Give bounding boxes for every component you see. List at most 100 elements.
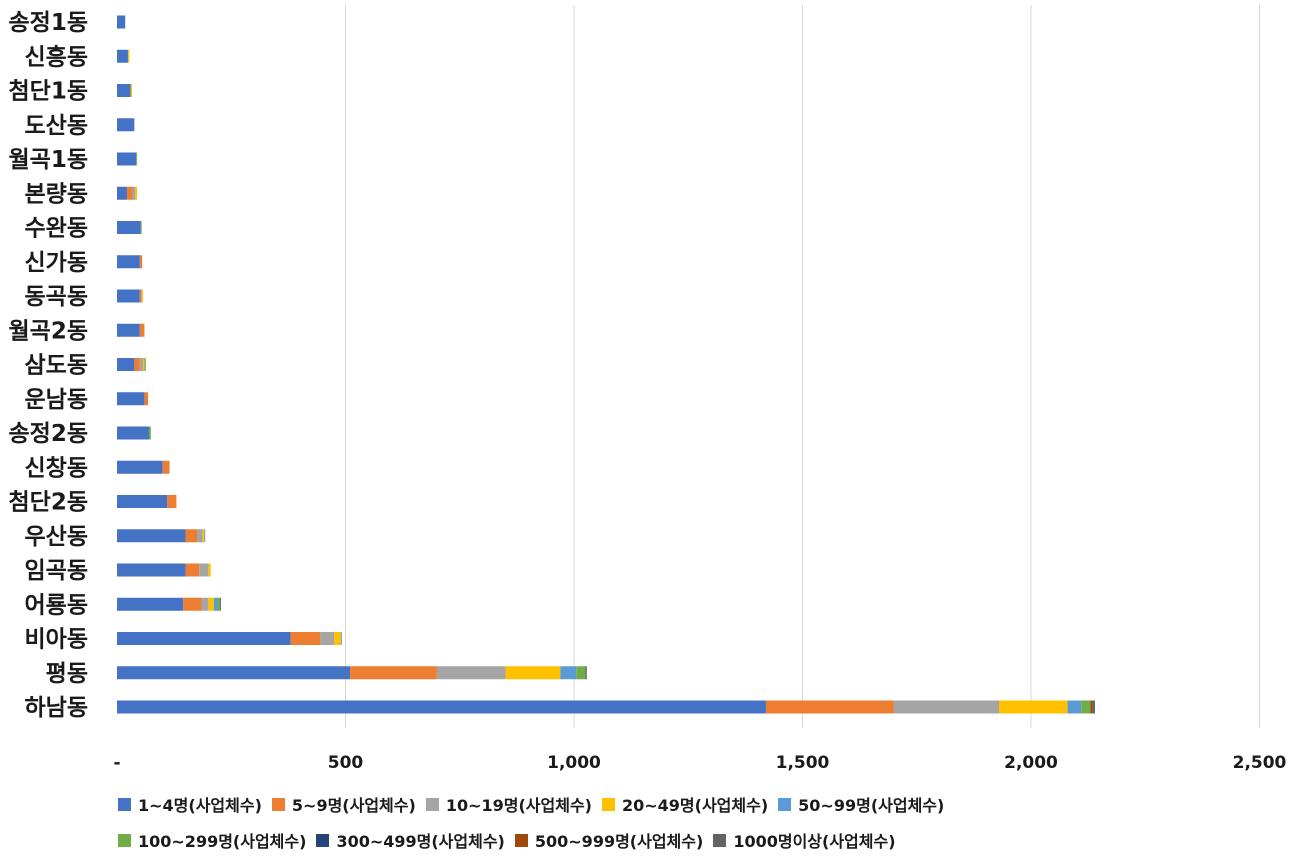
bar-segment [117,460,163,474]
category-label: 도산동 [25,113,88,139]
bar-segment [350,666,437,680]
bar-segment [436,666,506,680]
bar-segment [117,529,186,543]
category-label: 첨단1동 [9,79,88,105]
legend-swatch [118,833,131,847]
bar-segment [199,563,209,577]
bar-segment [117,152,137,166]
legend-item: 300~499명(사업체수) [316,828,505,852]
x-tick-label: 1,000 [547,753,601,773]
category-label: 하남동 [25,695,88,721]
legend-item: 1~4명(사업체수) [118,792,262,816]
legend-label: 100~299명(사업체수) [138,832,307,851]
bar-segment [202,529,205,543]
category-label: 평동 [46,661,88,687]
bar-segment [117,323,140,337]
bar-segment [139,323,145,337]
x-tick-label: 500 [328,753,364,773]
bar-segment [135,186,138,200]
legend-swatch [514,833,528,847]
bar-segment [117,118,135,132]
bar-segment [576,666,586,680]
bar-segment [142,289,144,303]
bar-segment [201,597,209,611]
legend-swatch [118,797,131,811]
bar-segment [204,529,206,543]
bar-segment [208,597,214,611]
category-label: 신흥동 [25,44,88,70]
x-tick-label: 2,000 [1004,753,1058,773]
bar-segment [117,84,131,97]
x-tick-label: - [113,753,120,773]
bar-segment [999,700,1068,714]
legend-swatch [778,797,792,811]
legend-item: 100~299명(사업체수) [118,828,306,852]
legend-swatch [316,833,330,847]
bar-segment [765,700,894,714]
category-label: 어룡동 [25,592,88,618]
bar-segment [334,632,341,645]
bar-segment [893,700,1000,714]
bar-segment [144,358,146,371]
legend-label: 10~19명(사업체수) [445,796,592,815]
legend-label: 50~99명(사업체수) [798,796,945,815]
bar-segment [117,392,145,406]
bar-segment [117,426,149,440]
bar-segment [117,289,140,303]
bar-segment [148,426,151,440]
legend-swatch [425,797,439,811]
x-tick-label: 2,500 [1233,753,1287,773]
legend-label: 1000명이상(사업체수) [733,832,896,851]
bar-segment [162,460,170,474]
bar-segment [290,632,321,645]
category-labels: 송정1동신흥동첨단1동도산동월곡1동본량동수완동신가동동곡동월곡2동삼도동운남동… [9,10,88,721]
category-label: 신가동 [25,250,88,276]
bar-segment [139,289,142,303]
stacked-bar-chart: 송정1동신흥동첨단1동도산동월곡1동본량동수완동신가동동곡동월곡2동삼도동운남동… [9,5,1287,773]
bar-segment [117,15,126,29]
x-tick-label: 1,500 [776,753,830,773]
legend-item: 10~19명(사업체수) [425,792,592,816]
category-label: 수완동 [25,216,88,242]
bar-segment [140,221,142,234]
bar-segment [183,597,202,611]
x-tick-labels: - 500 1,000 1,500 2,000 2,500 [113,753,1286,773]
bar-segment [117,221,141,234]
legend-item: 500~999명(사업체수) [514,828,704,852]
legend-item: 5~9명(사업체수) [271,792,416,816]
bar-segment [117,495,168,508]
gridlines [345,5,1260,728]
category-label: 송정1동 [9,10,88,36]
category-label: 삼도동 [25,353,88,379]
bar-segment [117,186,128,200]
bar-segment [117,700,766,714]
bar-segment [560,666,577,680]
category-label: 신창동 [25,455,88,481]
bar-segment [208,563,211,577]
bar-segment [1092,700,1095,714]
bar-segment [144,392,149,406]
category-label: 본량동 [25,181,88,207]
bar-segment [127,186,133,200]
legend-swatch [601,797,615,811]
bar-segment [117,597,184,611]
category-label: 비아동 [25,627,88,653]
bar-segment [505,666,561,680]
category-label: 월곡2동 [9,318,88,344]
bar-segment [130,84,133,97]
category-label: 송정2동 [9,421,88,447]
bar-segment [167,495,177,508]
bar-segment [1081,700,1091,714]
category-label: 첨단2동 [9,490,88,516]
legend-label: 20~49명(사업체수) [621,796,769,815]
bar-segment [132,186,136,200]
bar-segment [213,597,218,611]
bar-segment [117,563,186,577]
legend-label: 500~999명(사업체수) [534,832,704,851]
bar-segment [134,358,140,371]
bar-segment [143,358,145,371]
legend-item: 20~49명(사업체수) [601,792,769,816]
bar-segment [139,358,144,371]
bars [117,15,1095,714]
category-label: 우산동 [25,524,88,550]
